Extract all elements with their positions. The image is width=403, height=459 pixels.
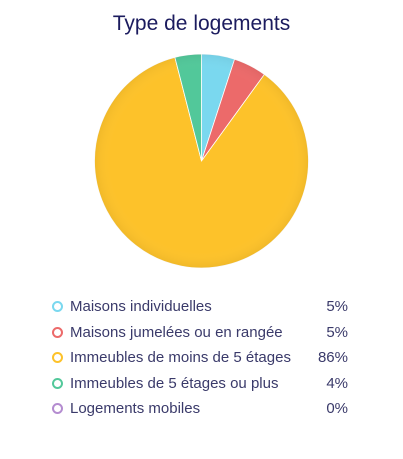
legend-label: Immeubles de 5 étages ou plus <box>70 374 279 392</box>
legend-value: 4% <box>326 374 348 392</box>
legend-item[interactable]: Maisons jumelées ou en rangée 5% <box>52 320 348 346</box>
legend-item[interactable]: Maisons individuelles 5% <box>52 294 348 320</box>
legend: Maisons individuelles 5% Maisons jumelée… <box>52 294 348 422</box>
legend-marker <box>52 377 63 389</box>
pie-chart <box>94 53 309 269</box>
legend-marker <box>52 326 63 338</box>
legend-value: 0% <box>326 400 348 418</box>
legend-label: Logements mobiles <box>70 400 201 418</box>
legend-label: Maisons individuelles <box>70 298 212 316</box>
legend-value: 86% <box>317 349 348 367</box>
legend-label: Maisons jumelées ou en rangée <box>70 323 283 341</box>
legend-marker <box>52 403 63 415</box>
chart-title: Type de logements <box>112 12 291 35</box>
legend-label: Immeubles de moins de 5 étages <box>70 349 291 367</box>
legend-value: 5% <box>326 323 348 341</box>
legend-marker <box>52 352 63 364</box>
legend-value: 5% <box>326 298 348 316</box>
legend-item[interactable]: Immeubles de 5 étages ou plus 4% <box>52 371 348 397</box>
legend-marker <box>52 301 63 313</box>
pie-shading <box>94 54 309 268</box>
legend-item[interactable]: Logements mobiles 0% <box>52 396 348 422</box>
legend-item[interactable]: Immeubles de moins de 5 étages 86% <box>52 345 348 371</box>
